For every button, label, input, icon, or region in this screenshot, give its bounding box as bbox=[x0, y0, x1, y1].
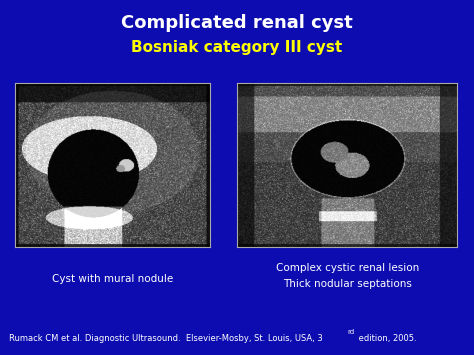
Text: Complex cystic renal lesion: Complex cystic renal lesion bbox=[275, 263, 419, 273]
Text: rd: rd bbox=[347, 329, 355, 335]
Text: edition, 2005.: edition, 2005. bbox=[356, 334, 417, 343]
Text: Cyst with mural nodule: Cyst with mural nodule bbox=[52, 274, 173, 284]
Text: Complicated renal cyst: Complicated renal cyst bbox=[121, 14, 353, 32]
Text: Bosniak category III cyst: Bosniak category III cyst bbox=[131, 40, 343, 55]
Text: Thick nodular septations: Thick nodular septations bbox=[283, 279, 411, 289]
Text: Rumack CM et al. Diagnostic Ultrasound.  Elsevier-Mosby, St. Louis, USA, 3: Rumack CM et al. Diagnostic Ultrasound. … bbox=[9, 334, 322, 343]
